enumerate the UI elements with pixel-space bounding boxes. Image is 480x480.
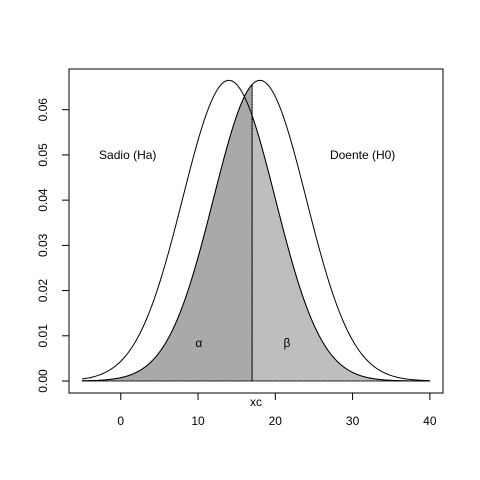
y-tick-label: 0.01	[36, 324, 50, 348]
y-tick-label: 0.04	[36, 188, 50, 212]
x-tick-label: 20	[269, 414, 283, 428]
density-curve	[82, 79, 430, 382]
density-curve	[82, 79, 430, 382]
y-tick-label: 0.00	[36, 369, 50, 393]
annotation: Doente (H0)	[330, 148, 395, 162]
y-tick-label: 0.05	[36, 143, 50, 167]
y-tick-label: 0.03	[36, 233, 50, 257]
x-axis-label: xc	[250, 395, 262, 409]
annotation: α	[195, 336, 202, 350]
x-tick-label: 10	[191, 414, 205, 428]
x-tick-label: 0	[117, 414, 124, 428]
y-tick-label: 0.02	[36, 279, 50, 303]
x-tick-label: 30	[346, 414, 360, 428]
y-tick-label: 0.06	[36, 98, 50, 122]
x-tick-label: 40	[423, 414, 437, 428]
annotation: β	[283, 336, 290, 350]
annotation: Sadio (Ha)	[99, 148, 156, 162]
